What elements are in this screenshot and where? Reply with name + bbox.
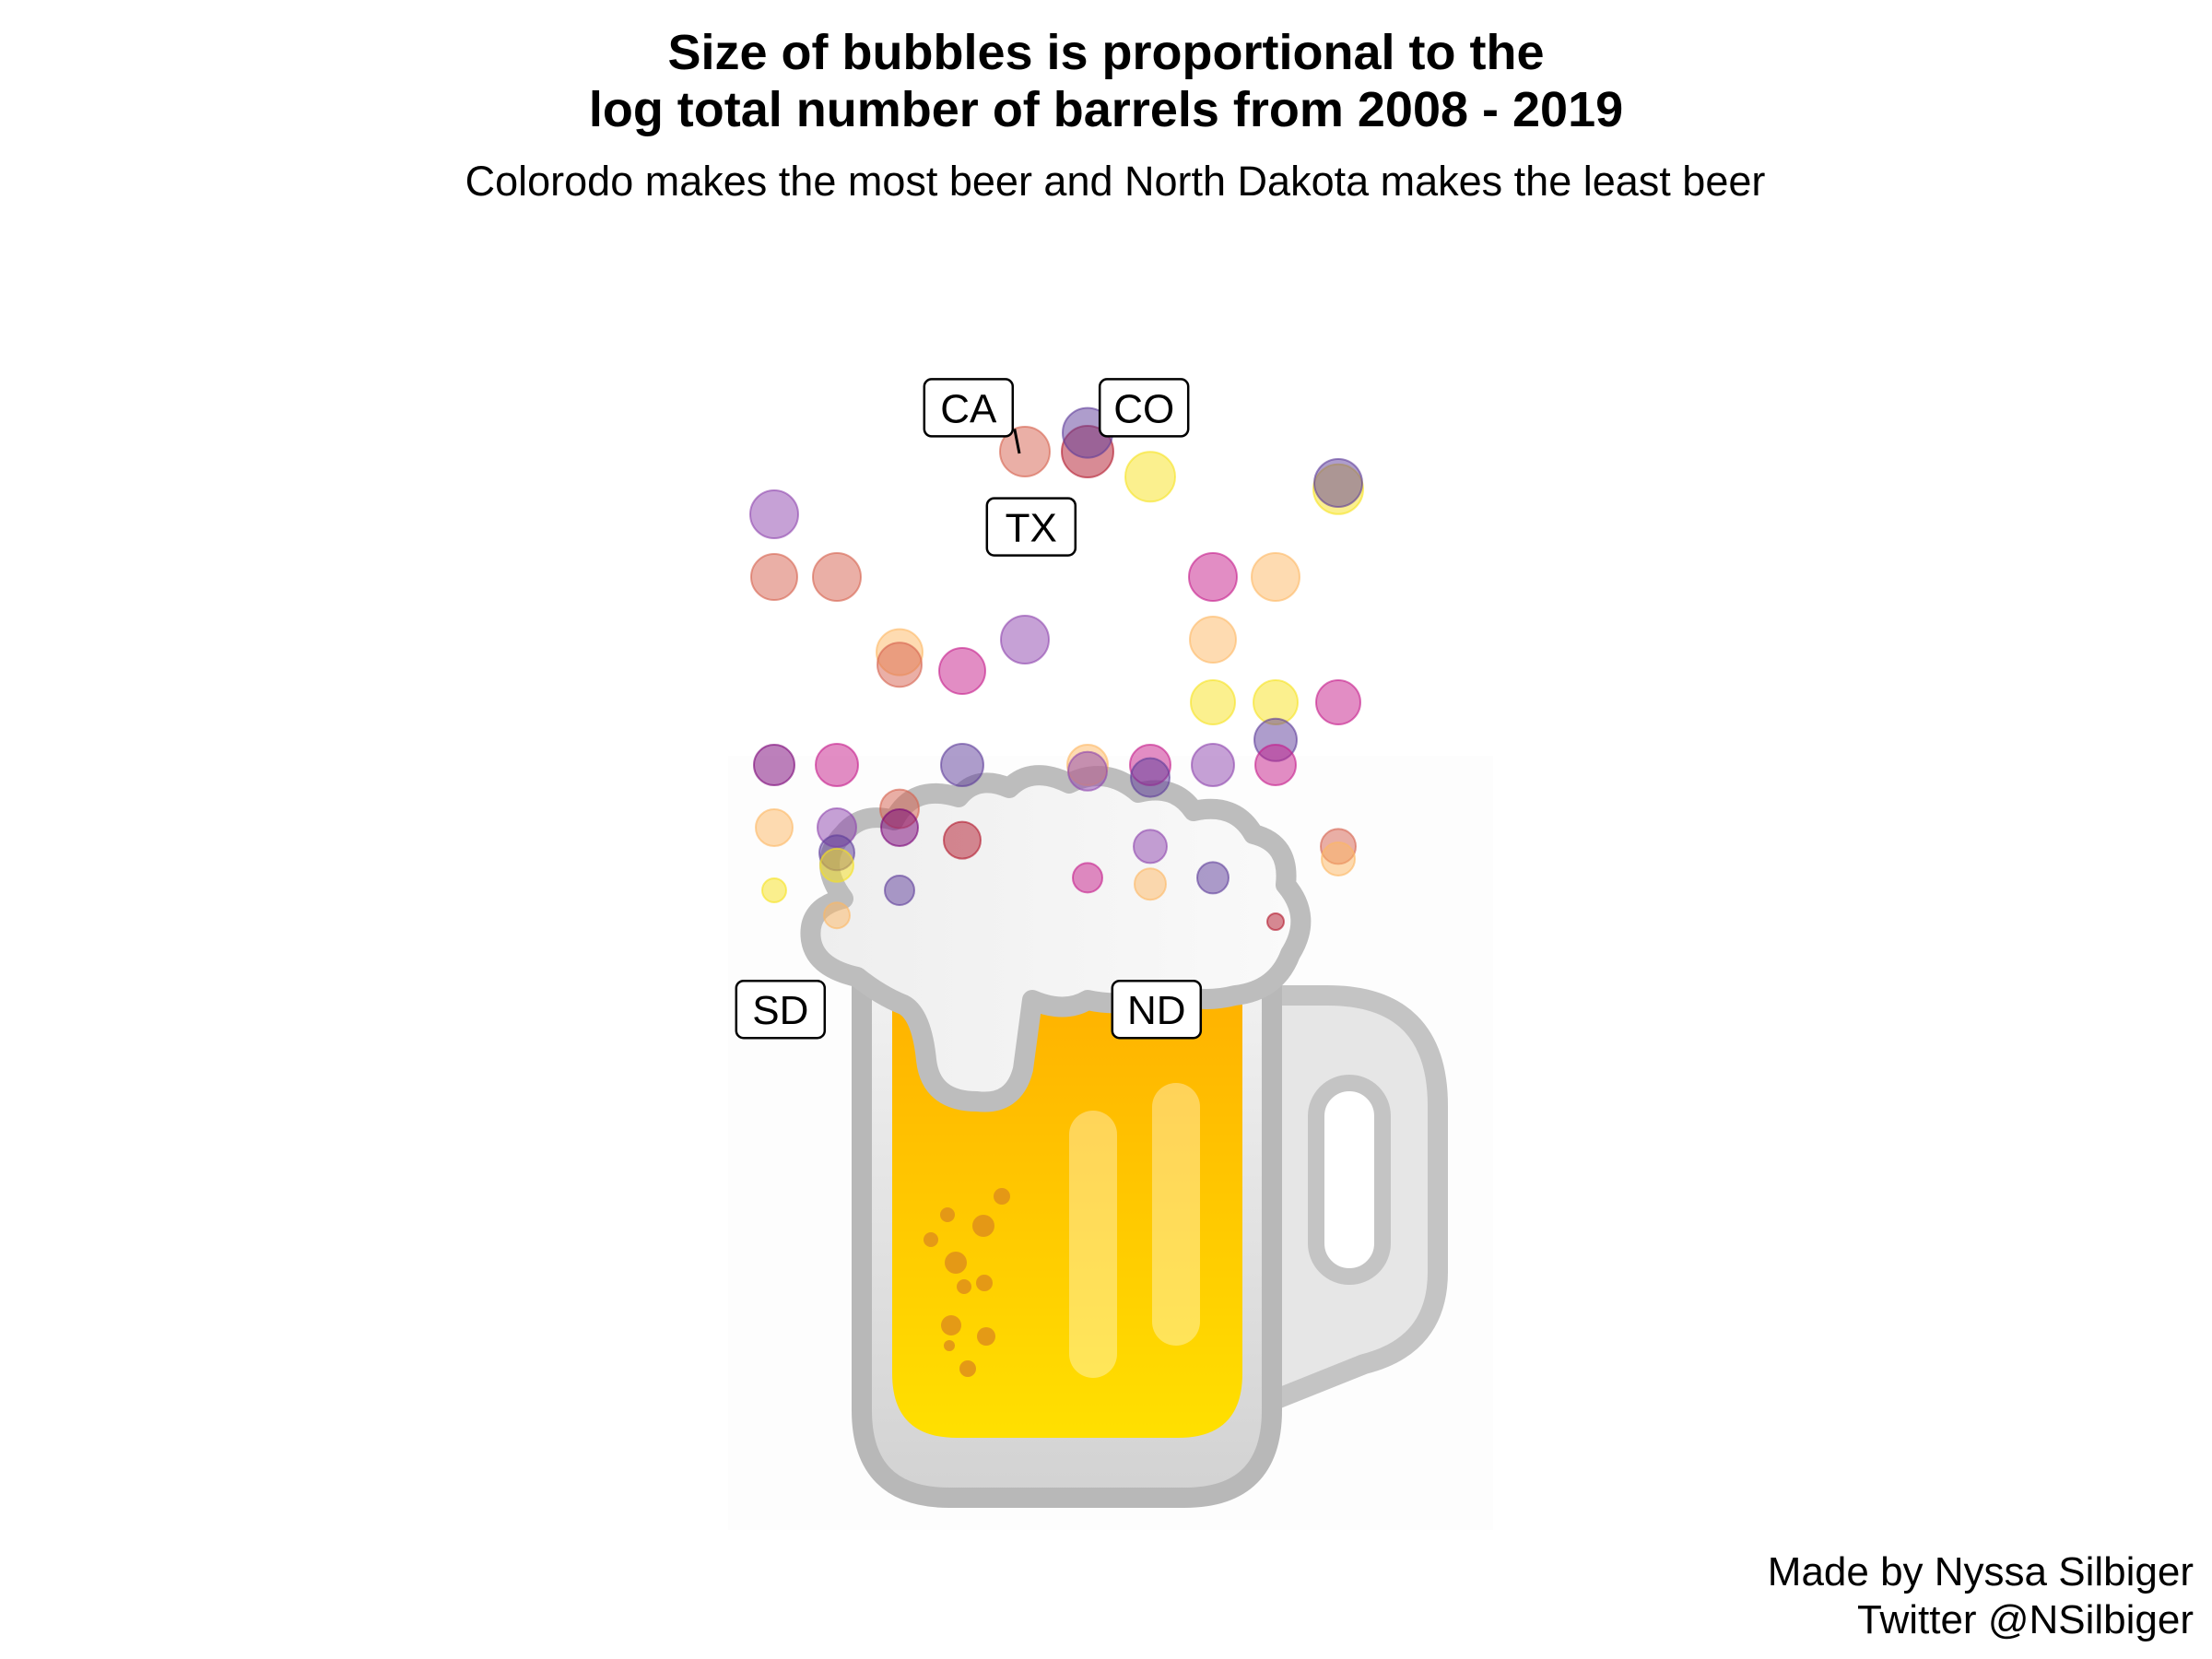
bubble-32	[1189, 616, 1237, 664]
state-label-box	[985, 497, 1077, 557]
bubble-33	[1190, 679, 1236, 725]
state-label-ca: CA	[923, 378, 1021, 454]
state-label-layer: CA TX CO SD ND	[735, 378, 1203, 1040]
bubble-14	[880, 808, 919, 847]
mug-handle-hole	[1308, 1075, 1391, 1285]
bubble-31	[1188, 552, 1238, 602]
bubble-5	[812, 552, 862, 602]
bubble-29	[1133, 829, 1168, 865]
caption-author: Made by Nyssa Silbiger	[1767, 1549, 2194, 1594]
state-label-box	[1098, 378, 1190, 438]
bubble-10	[823, 901, 851, 930]
bubble-25	[1072, 862, 1103, 894]
state-label-sd: SD	[735, 979, 827, 1040]
bubble-43	[1315, 679, 1361, 725]
bubble-12	[877, 641, 923, 688]
bubble-18	[943, 820, 982, 860]
bubble-34	[1191, 743, 1235, 787]
bubble-26	[1124, 451, 1176, 503]
state-label-box	[923, 378, 1015, 438]
bubble-42	[1313, 458, 1363, 508]
mug-beer-bubbles	[924, 1188, 1010, 1377]
state-label-co: CO	[1098, 378, 1190, 438]
label-connector-ca	[1013, 429, 1021, 454]
title-line-1: Size of bubbles is proportional to the	[667, 25, 1545, 80]
bubble-20	[1000, 615, 1050, 665]
state-label-box	[735, 979, 827, 1040]
state-label-text: CA	[940, 386, 997, 431]
title-line-2: log total number of barrels from 2008 - …	[588, 82, 1624, 137]
state-label-text: CO	[1113, 386, 1174, 431]
bubble-35	[1196, 861, 1230, 895]
bubble-9	[819, 847, 854, 883]
state-label-nd: ND	[1111, 979, 1203, 1040]
bubble-3	[755, 808, 794, 847]
bubble-45	[1321, 841, 1356, 877]
bubble-30	[1134, 867, 1167, 901]
bubble-2	[753, 744, 795, 786]
bubble-4	[761, 877, 787, 903]
state-label-text: TX	[1006, 506, 1057, 551]
bubble-0	[749, 489, 799, 539]
bubble-16	[938, 647, 986, 695]
bubble-19	[999, 426, 1051, 477]
mug-highlight-1	[1069, 1111, 1117, 1378]
caption-twitter: Twitter @NSilbiger	[1857, 1597, 2194, 1642]
bubble-39	[1254, 744, 1297, 786]
mug-beer	[892, 1005, 1242, 1438]
bubble-6	[815, 743, 859, 787]
state-label-tx: TX	[985, 497, 1077, 557]
bubble-layer	[749, 406, 1364, 931]
bubble-36	[1251, 552, 1300, 602]
state-label-text: ND	[1127, 988, 1186, 1033]
state-label-text: SD	[752, 988, 808, 1033]
bubble-40	[1266, 912, 1285, 931]
caption: Made by Nyssa Silbiger Twitter @NSilbige…	[1768, 1548, 2194, 1644]
bubble-17	[940, 743, 984, 787]
bubble-1	[750, 553, 798, 601]
bubble-28	[1130, 757, 1171, 798]
bubble-15	[884, 875, 915, 906]
chart-subtitle: Colorodo makes the most beer and North D…	[465, 158, 1766, 205]
mug-highlight-2	[1152, 1083, 1200, 1346]
bubble-24	[1067, 750, 1108, 792]
state-label-box	[1111, 979, 1203, 1040]
beer-mug-icon	[728, 756, 1493, 1530]
chart-title: Size of bubbles is proportional to the l…	[0, 24, 2212, 138]
